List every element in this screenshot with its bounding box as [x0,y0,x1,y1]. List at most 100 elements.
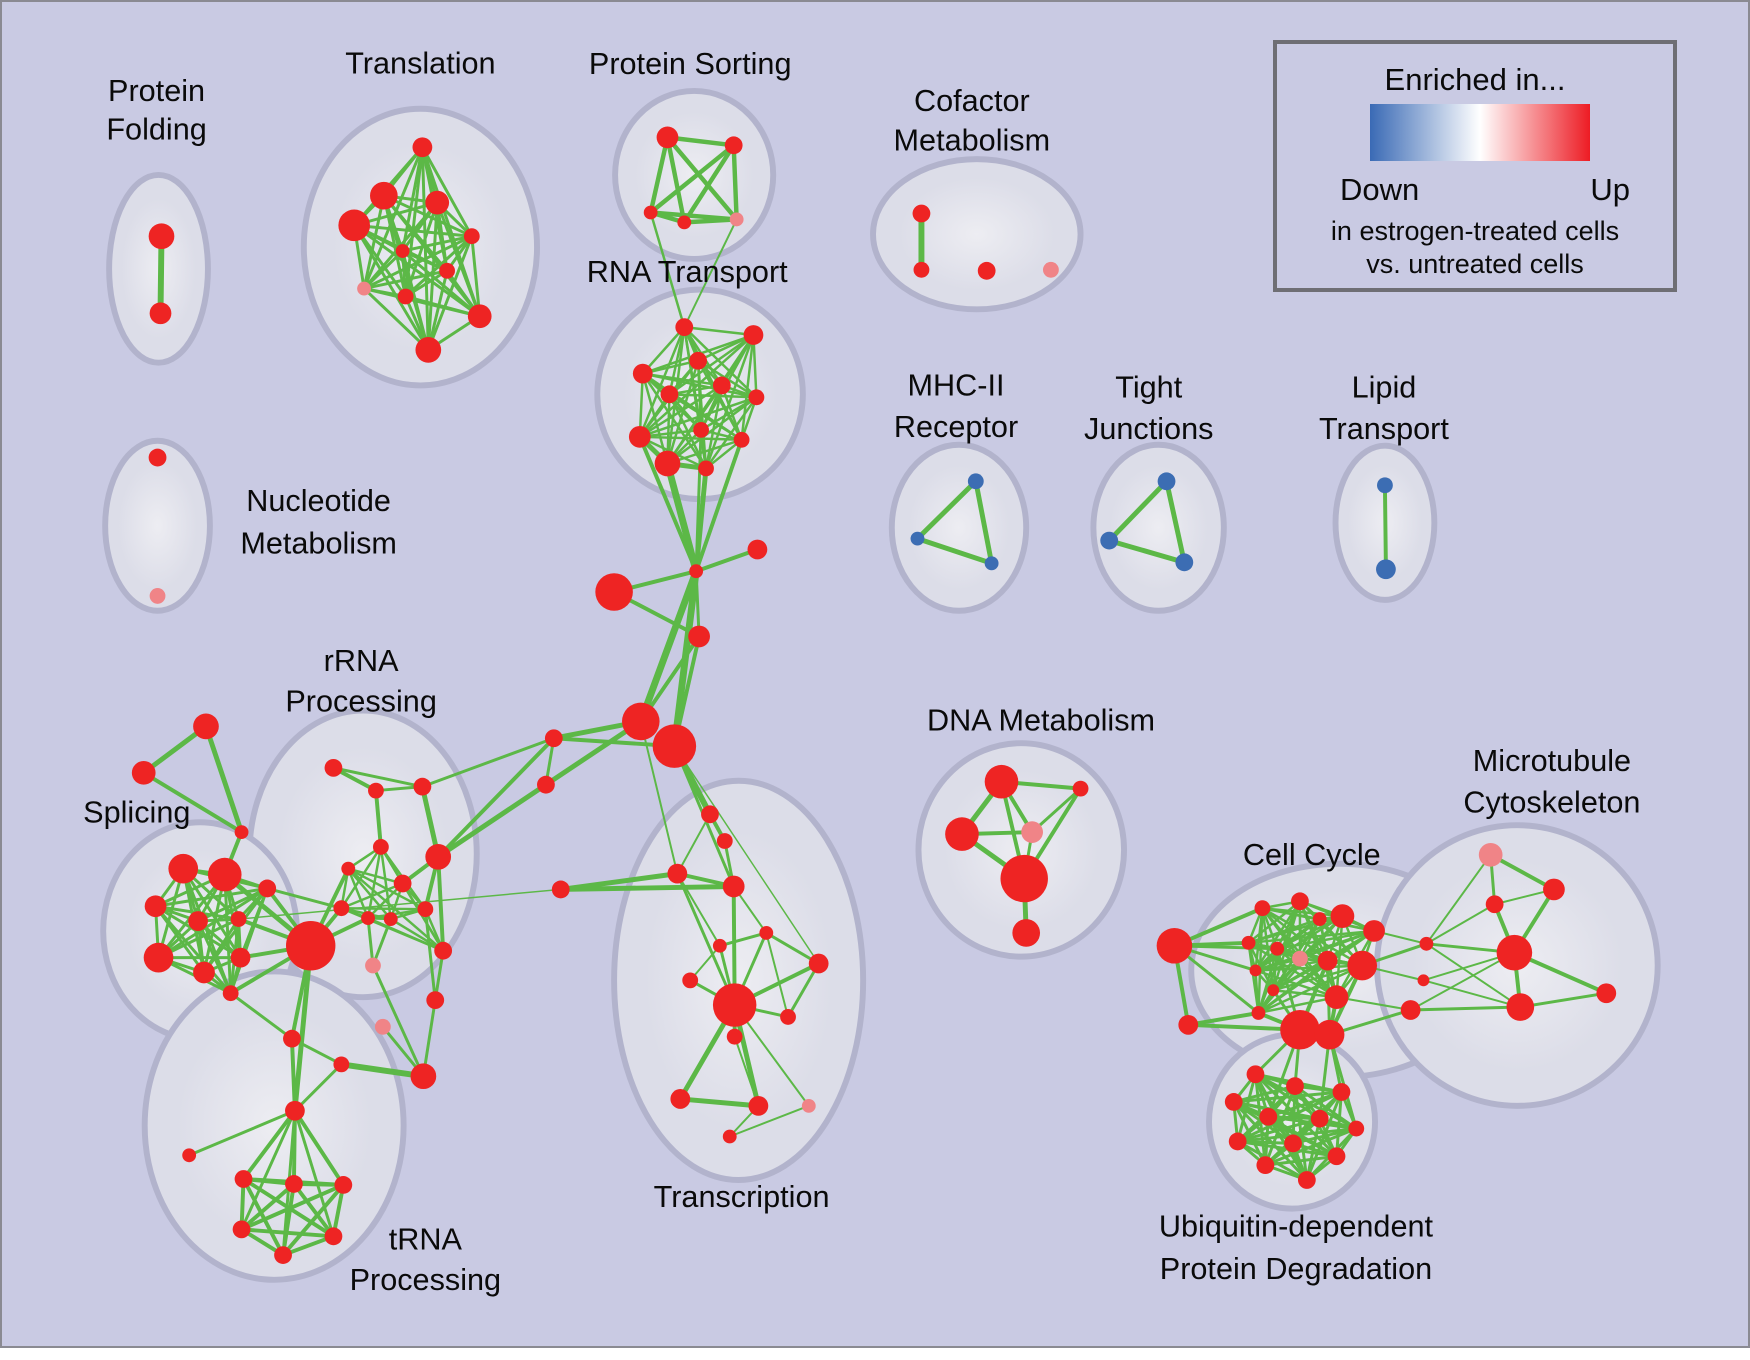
node-cc12 [1267,984,1280,997]
node-tr5 [463,228,480,245]
node-rr2 [368,782,384,799]
node-ps5 [729,212,744,227]
edge-rt6-rt7 [668,393,758,399]
edge-rt1-rt9 [638,325,686,439]
node-tr6 [395,244,410,258]
node-t5 [759,926,774,940]
legend-title: Enriched in... [1384,62,1566,97]
cluster-ellipse-tight-junctions [1090,441,1227,614]
node-rt12 [698,460,714,477]
edge-mt3-mtc1 [1425,903,1496,945]
node-s2 [537,775,555,794]
node-tj1 [1157,472,1176,491]
node-cc8 [1292,950,1308,967]
edge-tn5-tn6 [281,1234,336,1258]
node-tr4 [338,209,371,242]
edge-mh1-mh3 [973,478,995,566]
node-rr16 [410,1063,437,1090]
node-rt3 [689,351,707,370]
edge-tr9-tr10 [404,295,482,318]
node-tri2 [131,760,156,785]
edge-tr6-tr10 [401,249,482,318]
edge-cc2-cc6 [1247,900,1302,945]
nodes [131,126,1617,1264]
node-lp1 [1377,477,1393,494]
node-pf1 [148,223,175,250]
edge-ub7-ub8 [1236,1127,1358,1143]
cluster-label-ubiquitin-degradation: Ubiquitin-dependent [1159,1209,1434,1243]
node-rt1 [675,318,694,337]
node-tr9 [397,288,414,305]
node-mh3 [984,556,999,571]
node-rr14 [283,1029,301,1048]
node-nmid [688,625,710,648]
node-ub12 [1297,1171,1316,1189]
node-t1 [701,805,719,824]
node-tr10 [467,304,492,329]
node-tr2 [370,181,398,210]
legend-gradient-bar [1370,104,1590,161]
cluster-label-rna-transport: RNA Transport [587,255,788,289]
node-rr10 [383,912,398,926]
node-rr6 [425,843,452,870]
edge-cc13-cc14 [1257,995,1338,1015]
edge-hub2-t8 [673,745,820,965]
edge-t5-t8 [764,931,821,966]
cluster-label-trna-processing: Processing [350,1263,501,1297]
edge-tri2-tri3 [141,770,244,835]
node-sp9 [193,961,215,984]
node-tiso [182,1148,197,1163]
cluster-label-dna-metabolism: DNA Metabolism [927,703,1155,737]
edge-rt5-rt9 [638,384,724,439]
node-rr13 [365,957,381,974]
edge-t3-t9 [675,872,737,1007]
cluster-label-lipid-transport: Lipid [1352,370,1417,404]
edge-rt4-rt12 [641,372,708,470]
edge-ub7-ub10 [1263,1127,1358,1167]
node-tri1 [193,713,219,740]
node-mtc3 [1400,1000,1421,1020]
edge-rr15-trh [293,1062,343,1113]
node-mt2 [1543,878,1565,901]
cluster-ellipse-cofactor-metabolism [870,156,1084,313]
node-tr7 [439,262,455,279]
edge-tr3-tr10 [435,201,482,318]
edge-s1-rr3 [420,736,556,789]
edge-cc16-ub7 [1328,1033,1358,1131]
edge-ps2-ps4 [682,143,736,225]
node-ps4 [677,215,692,230]
edge-hub1-s2 [543,718,644,788]
edge-mtc3-mt4 [1409,951,1516,1011]
edge-tr5-tr6 [401,234,474,253]
node-cf3 [977,261,996,280]
node-tr1 [412,137,433,158]
edge-t14-t15 [728,1104,810,1138]
edge-ps1-ps2 [665,135,736,148]
legend-down-label: Down [1340,172,1420,207]
edge-rr15-rr16 [338,1061,427,1080]
node-mt6 [1596,983,1617,1004]
node-rt9 [628,425,651,448]
node-ub10 [1256,1156,1275,1175]
node-tn1 [234,1170,253,1188]
edge-tr7-tr11 [426,269,449,352]
edge-mtc2-mt5 [1422,979,1522,1009]
node-mtc1 [1419,936,1434,951]
node-rt6 [660,385,679,404]
edge-rt2-rt6 [668,333,755,396]
edge-tr6-tr8 [362,249,405,291]
edge-s2-rr6 [435,782,549,860]
edge-sp3-sp11 [154,904,233,995]
node-rr17 [374,1018,391,1035]
node-cf4 [1043,261,1059,278]
cluster-ellipse-transcription [611,777,867,1183]
node-trh [285,1100,305,1121]
edge-ub4-ub12 [1232,1100,1309,1182]
cluster-label-cofactor-metabolism: Cofactor [914,84,1030,118]
edge-rr10-rr12 [389,917,445,952]
node-j1 [689,564,704,579]
node-dm1 [984,764,1019,799]
node-t11 [726,1028,743,1045]
node-sp11 [222,985,239,1002]
node-sp3 [144,895,167,918]
